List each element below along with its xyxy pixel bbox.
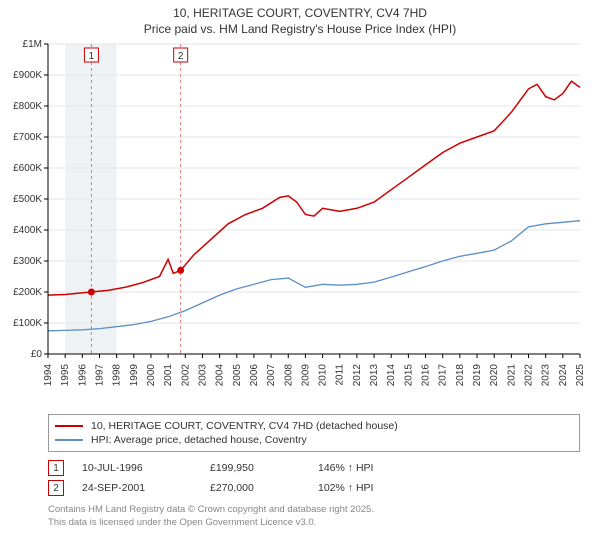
footer-line: Contains HM Land Registry data © Crown c… [48,504,580,517]
sale-price: £270,000 [210,482,300,494]
svg-text:2000: 2000 [146,364,157,387]
svg-text:2008: 2008 [283,364,294,387]
svg-text:£500K: £500K [13,194,42,205]
chart-subtitle: Price paid vs. HM Land Registry's House … [0,22,600,36]
legend-swatch [55,425,83,427]
footer-line: This data is licensed under the Open Gov… [48,517,580,530]
svg-text:2020: 2020 [489,364,500,387]
svg-text:1998: 1998 [112,364,123,387]
svg-text:2010: 2010 [318,364,329,387]
svg-text:2007: 2007 [266,364,277,387]
chart-title: 10, HERITAGE COURT, COVENTRY, CV4 7HD [0,6,600,20]
svg-text:£1M: £1M [23,39,42,50]
svg-text:2003: 2003 [197,364,208,387]
sale-marker-badge: 1 [48,460,64,476]
svg-text:2015: 2015 [403,364,414,387]
svg-text:2018: 2018 [455,364,466,387]
legend-item: 10, HERITAGE COURT, COVENTRY, CV4 7HD (d… [55,419,573,433]
svg-text:2005: 2005 [232,364,243,387]
svg-text:1999: 1999 [129,364,140,387]
svg-text:£600K: £600K [13,163,42,174]
svg-text:2002: 2002 [180,364,191,387]
sale-date: 24-SEP-2001 [82,482,192,494]
svg-text:2011: 2011 [335,364,346,386]
svg-text:2016: 2016 [421,364,432,387]
svg-text:£0: £0 [31,349,43,360]
svg-text:£100K: £100K [13,318,42,329]
legend-swatch [55,439,83,441]
svg-text:2: 2 [178,51,184,62]
svg-text:£900K: £900K [13,70,42,81]
svg-text:2014: 2014 [386,364,397,387]
table-row: 2 24-SEP-2001 £270,000 102% ↑ HPI [48,478,580,498]
svg-text:1995: 1995 [60,364,71,387]
price-chart: £0 £100K £200K £300K £400K £500K £600K £700K £80… [0,38,600,408]
svg-text:2006: 2006 [249,364,260,387]
footer-attribution: Contains HM Land Registry data © Crown c… [48,504,580,530]
svg-text:1997: 1997 [94,364,105,387]
svg-text:1994: 1994 [43,364,54,387]
svg-text:£400K: £400K [13,225,42,236]
svg-text:2021: 2021 [506,364,517,387]
svg-text:2017: 2017 [438,364,449,387]
svg-text:2022: 2022 [524,364,535,387]
svg-text:£700K: £700K [13,132,42,143]
sale-marker-badge: 2 [48,480,64,496]
chart-title-block: 10, HERITAGE COURT, COVENTRY, CV4 7HD Pr… [0,0,600,38]
sale-price: £199,950 [210,462,300,474]
svg-text:2009: 2009 [300,364,311,387]
svg-text:2019: 2019 [472,364,483,387]
svg-text:2025: 2025 [575,364,586,387]
svg-text:2004: 2004 [215,364,226,387]
svg-text:2013: 2013 [369,364,380,387]
legend-item: HPI: Average price, detached house, Cove… [55,433,573,447]
svg-text:2023: 2023 [541,364,552,387]
svg-text:1: 1 [89,51,95,62]
svg-text:2012: 2012 [352,364,363,387]
svg-text:2001: 2001 [163,364,174,387]
sale-date: 10-JUL-1996 [82,462,192,474]
svg-text:£300K: £300K [13,256,42,267]
legend-label: HPI: Average price, detached house, Cove… [91,434,307,446]
svg-text:2024: 2024 [558,364,569,387]
legend-label: 10, HERITAGE COURT, COVENTRY, CV4 7HD (d… [91,420,398,432]
svg-text:£200K: £200K [13,287,42,298]
svg-text:1996: 1996 [77,364,88,387]
sales-table: 1 10-JUL-1996 £199,950 146% ↑ HPI 2 24-S… [48,458,580,498]
chart-container: £0 £100K £200K £300K £400K £500K £600K £700K £80… [0,38,600,408]
sale-hpi: 146% ↑ HPI [318,462,418,474]
svg-text:£800K: £800K [13,101,42,112]
table-row: 1 10-JUL-1996 £199,950 146% ↑ HPI [48,458,580,478]
legend: 10, HERITAGE COURT, COVENTRY, CV4 7HD (d… [48,414,580,452]
sale-hpi: 102% ↑ HPI [318,482,418,494]
